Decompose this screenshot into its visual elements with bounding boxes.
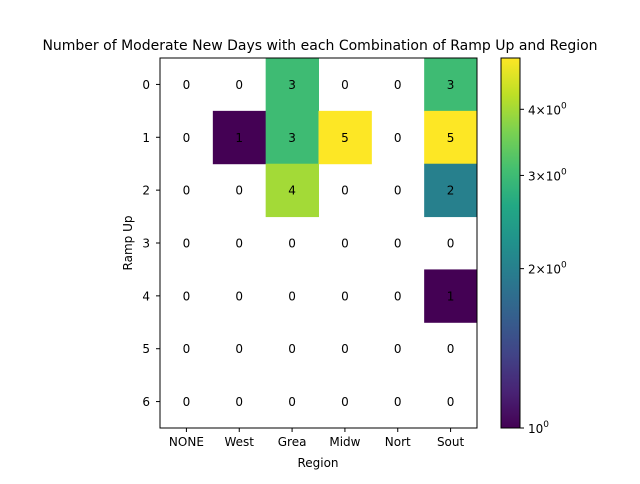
colorbar-tick-label: 100 <box>528 420 549 436</box>
heatmap-cell <box>424 163 478 218</box>
cell-value-label: 0 <box>288 342 296 356</box>
cell-value-label: 0 <box>394 289 402 303</box>
cell-value-label: 0 <box>341 289 349 303</box>
cell-value-label: 0 <box>288 289 296 303</box>
cell-value-label: 0 <box>183 342 191 356</box>
colorbar-tick-label: 4×100 <box>528 101 567 117</box>
cell-value-label: 0 <box>394 395 402 409</box>
heatmap-cell <box>424 110 478 165</box>
x-tick-label: NONE <box>169 435 204 449</box>
colorbar-tick-label: 3×100 <box>528 167 567 183</box>
cell-value-label: 5 <box>447 131 455 145</box>
heatmap-cell <box>424 58 478 112</box>
cell-value-label: 0 <box>183 289 191 303</box>
cell-value-label: 0 <box>183 184 191 198</box>
cell-value-label: 2 <box>447 184 455 198</box>
x-axis-ticks: NONE West Grea Midw Nort Sout <box>169 428 465 449</box>
y-tick-label: 4 <box>142 289 150 303</box>
cell-value-label: 4 <box>288 184 296 198</box>
cell-value-label: 3 <box>288 78 296 92</box>
cell-value-label: 0 <box>341 395 349 409</box>
cell-value-label: 0 <box>235 342 243 356</box>
cell-value-label: 0 <box>394 131 402 145</box>
cell-value-label: 0 <box>341 184 349 198</box>
cell-value-label: 0 <box>341 237 349 251</box>
cell-value-label: 0 <box>394 237 402 251</box>
x-axis-label: Region <box>297 456 338 470</box>
cell-value-label: 1 <box>447 289 455 303</box>
y-tick-label: 1 <box>142 131 150 145</box>
cell-value-label: 0 <box>394 78 402 92</box>
cell-value-label: 3 <box>288 131 296 145</box>
cell-value-label: 0 <box>394 342 402 356</box>
cell-value-label: 0 <box>235 237 243 251</box>
y-tick-label: 0 <box>142 78 150 92</box>
cell-value-label: 0 <box>235 395 243 409</box>
cell-value-label: 0 <box>235 289 243 303</box>
chart-title: Number of Moderate New Days with each Co… <box>42 38 597 54</box>
heatmap-cell <box>424 269 478 323</box>
cell-value-label: 0 <box>235 184 243 198</box>
y-tick-label: 2 <box>142 184 150 198</box>
cell-value-label: 0 <box>183 395 191 409</box>
y-axis-label: Ramp Up <box>121 216 135 271</box>
cell-value-label: 3 <box>447 78 455 92</box>
cell-value-label: 0 <box>341 78 349 92</box>
y-tick-label: 5 <box>142 342 150 356</box>
cell-value-label: 0 <box>183 237 191 251</box>
heatmap-cell <box>265 110 319 165</box>
cell-value-label: 0 <box>447 237 455 251</box>
x-tick-label: West <box>224 435 254 449</box>
y-axis-ticks: 0 1 2 3 4 5 6 <box>142 78 160 409</box>
y-tick-label: 6 <box>142 395 150 409</box>
colorbar-tick-label: 2×100 <box>528 261 567 277</box>
heatmap-cell <box>265 163 319 218</box>
cell-value-label: 0 <box>183 78 191 92</box>
x-tick-label: Sout <box>437 435 465 449</box>
y-tick-label: 3 <box>142 237 150 251</box>
cell-value-label: 0 <box>288 237 296 251</box>
cell-value-label: 0 <box>235 78 243 92</box>
cell-value-label: 5 <box>341 131 349 145</box>
cell-value-label: 0 <box>447 342 455 356</box>
cell-value-label: 0 <box>447 395 455 409</box>
cell-value-label: 0 <box>288 395 296 409</box>
colorbar-ticks: 100 2×100 3×100 4×100 <box>520 101 567 436</box>
colorbar <box>500 57 521 429</box>
cell-value-label: 0 <box>394 184 402 198</box>
heatmap-cell <box>318 110 372 165</box>
cell-value-label: 1 <box>235 131 243 145</box>
x-tick-label: Grea <box>278 435 307 449</box>
x-tick-label: Nort <box>385 435 411 449</box>
heatmap-cells <box>212 58 478 323</box>
heatmap-cell <box>265 58 319 112</box>
cell-value-label: 0 <box>183 131 191 145</box>
heatmap-cell <box>212 110 267 165</box>
cell-labels: 0 0 3 0 0 3 0 1 3 5 0 5 0 0 4 0 0 2 0 0 0 0 0 0 0 0 0 0 0 1 0 0 0 0 0 0 0 0 0 0… <box>183 78 455 409</box>
x-tick-label: Midw <box>329 435 360 449</box>
cell-value-label: 0 <box>341 342 349 356</box>
